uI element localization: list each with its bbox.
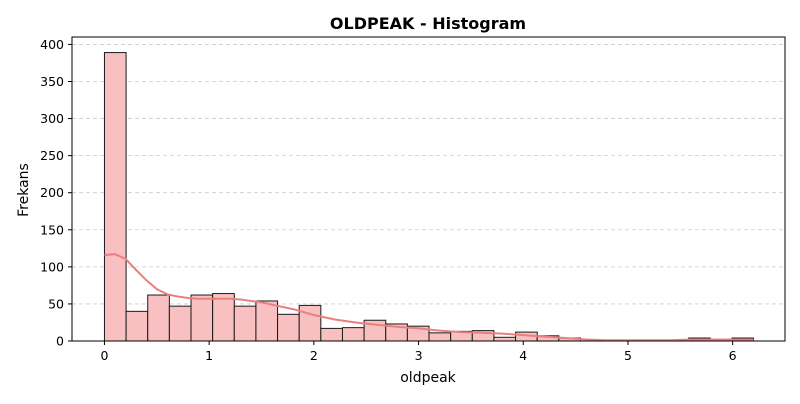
y-axis-ticks: 0 50 100 150 200 250 300 350 400 <box>40 37 72 349</box>
histogram-bar <box>233 305 257 342</box>
y-tick-label: 150 <box>40 222 64 237</box>
y-tick-label: 300 <box>40 111 64 126</box>
x-tick-label: 2 <box>310 348 318 363</box>
histogram-bar <box>212 293 235 342</box>
histogram-bar <box>147 294 170 342</box>
y-axis-label: Frekans <box>16 163 32 217</box>
x-tick-label: 0 <box>100 348 108 363</box>
x-tick-label: 3 <box>415 348 423 363</box>
kde-curve <box>104 253 754 342</box>
histogram-bar <box>298 304 322 342</box>
histogram-bar <box>277 313 300 342</box>
y-tick-label: 0 <box>56 334 64 349</box>
histogram-bar <box>168 305 192 342</box>
histogram-bar <box>255 300 279 342</box>
bars-layer <box>103 52 755 342</box>
histogram-bar <box>190 294 214 342</box>
histogram-bar <box>125 310 149 342</box>
y-tick-label: 250 <box>40 148 64 163</box>
x-axis-label: oldpeak <box>400 370 456 386</box>
histogram-bar <box>428 332 452 342</box>
plot-frame <box>71 36 786 342</box>
y-tick-label: 400 <box>40 37 64 52</box>
histogram-bar <box>103 52 127 342</box>
x-tick-label: 4 <box>519 348 527 363</box>
x-tick-label: 6 <box>729 348 737 363</box>
x-axis-ticks: 0 1 2 3 4 5 6 <box>100 341 737 363</box>
histogram-bar <box>341 327 365 342</box>
x-tick-label: 1 <box>205 348 213 363</box>
chart-title: OLDPEAK - Histogram <box>330 14 526 33</box>
histogram-bar <box>493 336 517 342</box>
y-tick-label: 50 <box>48 296 64 311</box>
y-tick-label: 200 <box>40 185 64 200</box>
x-tick-label: 5 <box>624 348 632 363</box>
y-tick-label: 100 <box>40 259 64 274</box>
histogram-bar <box>320 327 343 342</box>
y-tick-label: 350 <box>40 74 64 89</box>
grid-layer <box>72 44 785 305</box>
